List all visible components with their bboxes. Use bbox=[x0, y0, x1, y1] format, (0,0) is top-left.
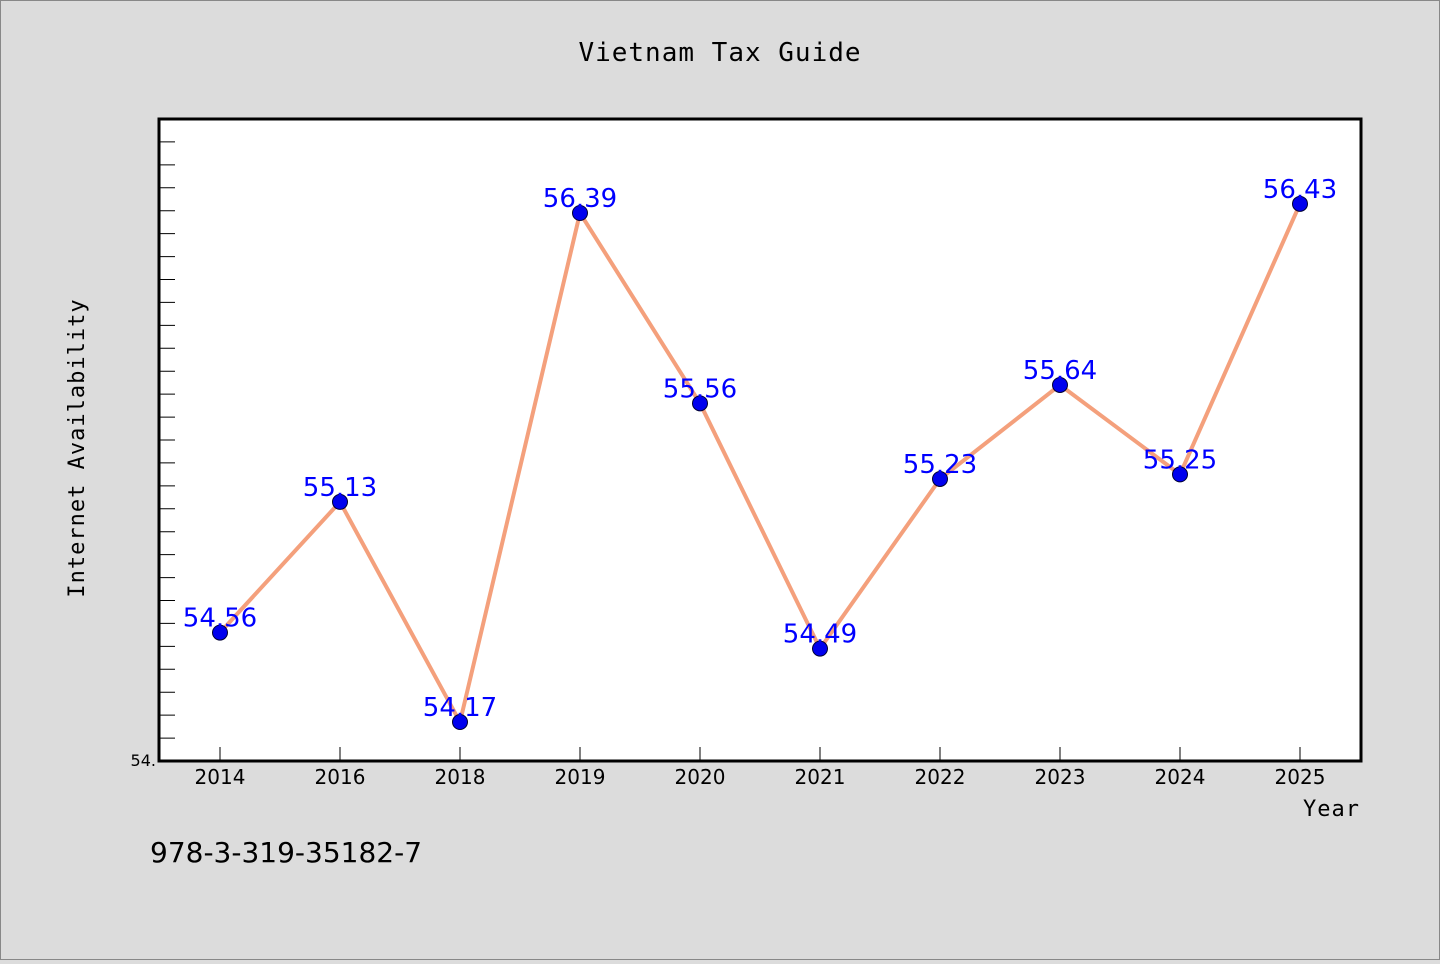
data-labels: 54.56 55.13 54.17 56.39 55.56 54.49 55.23 55.64… bbox=[183, 175, 1337, 723]
data-point bbox=[932, 470, 948, 487]
data-point bbox=[1172, 466, 1188, 483]
x-tick-label: 2020 bbox=[675, 765, 726, 789]
data-label: 55.13 bbox=[303, 473, 377, 503]
data-point bbox=[332, 493, 348, 510]
x-tick-label: 2014 bbox=[195, 765, 246, 789]
data-point bbox=[692, 395, 708, 412]
data-label: 55.56 bbox=[663, 374, 737, 404]
data-label: 54.49 bbox=[783, 620, 857, 650]
plot-area bbox=[157, 117, 1363, 763]
series-line bbox=[218, 201, 1302, 725]
data-point bbox=[812, 640, 828, 657]
data-label: 55.25 bbox=[1143, 445, 1217, 475]
data-label: 56.39 bbox=[543, 184, 617, 214]
y-axis-label: Internet Availability bbox=[65, 298, 90, 597]
x-tick-label: 2019 bbox=[555, 765, 606, 789]
x-tick-label: 2016 bbox=[315, 765, 366, 789]
x-tick-label: 2024 bbox=[1155, 765, 1206, 789]
data-label: 55.23 bbox=[903, 450, 977, 480]
series bbox=[212, 195, 1308, 731]
data-point bbox=[1292, 195, 1308, 212]
x-tick-label: 2022 bbox=[915, 765, 966, 789]
data-label: 54.17 bbox=[423, 693, 497, 723]
x-tick-label: 2025 bbox=[1275, 765, 1326, 789]
y-axis-ticks bbox=[158, 141, 175, 762]
data-label: 54.56 bbox=[183, 604, 257, 634]
y-tick-label: 54. bbox=[131, 751, 156, 770]
x-axis-ticks: 2014 2016 2018 2019 2020 2021 2022 2023 2024 2025 bbox=[195, 747, 1326, 789]
data-point bbox=[212, 624, 228, 641]
data-point bbox=[572, 205, 588, 222]
data-point bbox=[1052, 376, 1068, 393]
data-label: 55.64 bbox=[1023, 356, 1097, 386]
x-tick-label: 2021 bbox=[795, 765, 846, 789]
x-tick-label: 2018 bbox=[435, 765, 486, 789]
data-point bbox=[452, 714, 468, 731]
x-axis-label: Year bbox=[1303, 797, 1360, 822]
x-tick-label: 2023 bbox=[1035, 765, 1086, 789]
chart-title: Vietnam Tax Guide bbox=[578, 38, 861, 68]
data-label: 56.43 bbox=[1263, 175, 1337, 205]
footer-isbn: 978-3-319-35182-7 bbox=[150, 836, 422, 869]
